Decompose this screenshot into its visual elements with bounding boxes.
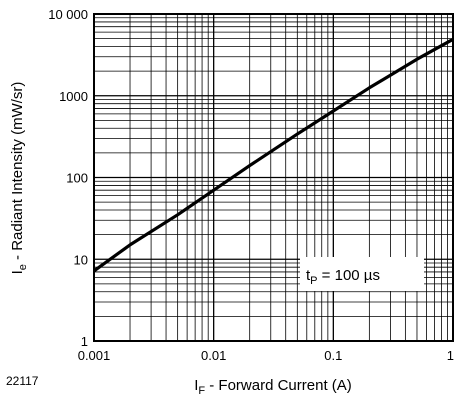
x-axis-label: IF - Forward Current (A) — [194, 377, 352, 397]
y-axis-label: Ie - Radiant Intensity (mW/sr) — [9, 82, 29, 275]
grid — [93, 14, 453, 342]
annotation-box: tP = 100 µs — [300, 257, 424, 291]
y-tick-label: 1 — [81, 334, 88, 349]
tick-labels: 0.001 0.01 0.1 1 1 10 100 1000 10 000 — [48, 7, 454, 363]
y-tick-label: 10 000 — [48, 7, 88, 22]
y-tick-label: 100 — [66, 171, 88, 186]
y-tick-label: 10 — [74, 252, 88, 267]
x-tick-label: 0.01 — [201, 348, 226, 363]
annotation-text: tP = 100 µs — [306, 267, 380, 287]
annotation-background — [300, 257, 424, 291]
x-tick-label: 0.1 — [324, 348, 342, 363]
y-tick-label: 1000 — [59, 89, 88, 104]
figure-id: 22117 — [6, 374, 39, 388]
plot-frame — [93, 13, 454, 342]
x-tick-label: 1 — [447, 348, 454, 363]
x-tick-label: 0.001 — [78, 348, 111, 363]
series-line — [93, 37, 454, 273]
